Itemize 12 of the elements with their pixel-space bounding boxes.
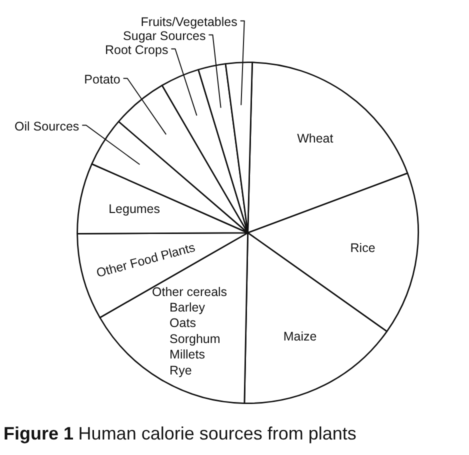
slice-label: Root Crops bbox=[104, 42, 168, 57]
slice-label: Other Food Plants bbox=[94, 240, 197, 280]
text: Figure 1 Human calorie sources from plants bbox=[4, 424, 356, 444]
slice-label: Sugar Sources bbox=[123, 28, 206, 43]
slice-label: Fruits/Vegetables bbox=[140, 14, 238, 29]
slice-label: Wheat bbox=[297, 131, 334, 146]
slice-label: Maize bbox=[283, 329, 317, 344]
slice-label: Oil Sources bbox=[14, 119, 80, 134]
slice-label: Legumes bbox=[108, 202, 160, 216]
slice-label: Potato bbox=[84, 72, 120, 86]
slice-label: Other cereals Barley Oats Sorghum Millets Rye bbox=[152, 284, 228, 378]
slice-label: Rice bbox=[350, 240, 376, 255]
